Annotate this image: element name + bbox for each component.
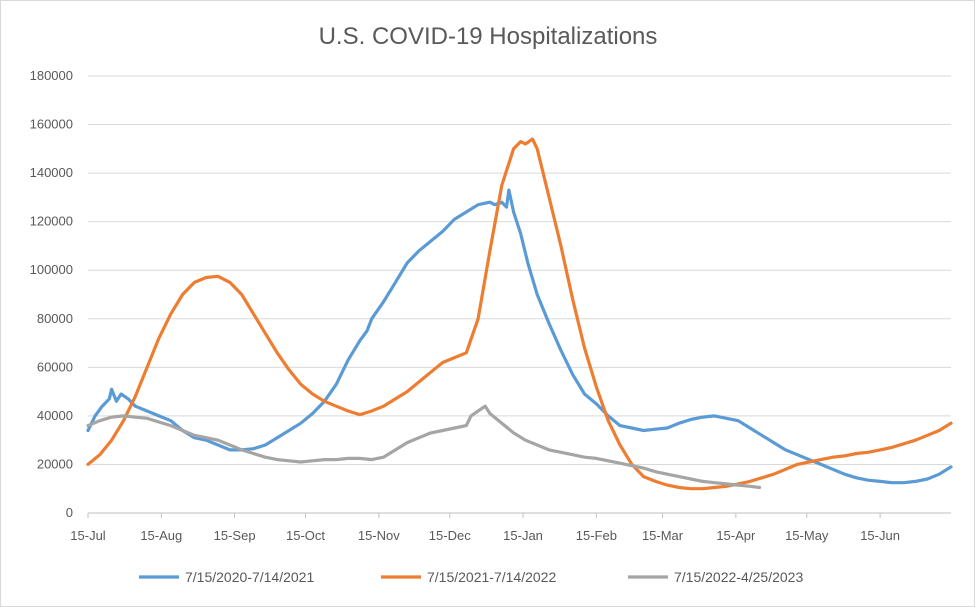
x-tick-label: 15-Mar [642, 528, 684, 543]
y-tick-label: 60000 [37, 359, 73, 374]
y-tick-label: 140000 [30, 165, 73, 180]
y-tick-label: 100000 [30, 262, 73, 277]
x-tick-label: 15-Sep [214, 528, 256, 543]
legend-label-2: 7/15/2021-7/14/2022 [427, 569, 556, 585]
legend: 7/15/2020-7/14/2021 7/15/2021-7/14/2022 7/… [139, 569, 803, 585]
y-tick-label: 180000 [30, 68, 73, 83]
y-tick-label: 0 [66, 505, 73, 520]
x-tick-label: 15-Aug [140, 528, 182, 543]
chart-title: U.S. COVID-19 Hospitalizations [319, 23, 658, 50]
series-line-2 [86, 137, 953, 491]
y-tick-label: 20000 [37, 456, 73, 471]
series-lines [86, 137, 953, 491]
y-tick-label: 80000 [37, 311, 73, 326]
x-tick-label: 15-Feb [576, 528, 617, 543]
y-axis-ticks: 0 20000 40000 60000 80000 100000 120000 140000 1… [30, 68, 73, 520]
x-tick-label: 15-Oct [286, 528, 325, 543]
series-line-3 [86, 404, 762, 490]
x-tick-label: 15-May [785, 528, 829, 543]
y-tick-label: 160000 [30, 117, 73, 132]
x-tick-label: 15-Jul [70, 528, 106, 543]
y-tick-label: 120000 [30, 214, 73, 229]
y-tick-label: 40000 [37, 408, 73, 423]
series-line-1 [86, 188, 953, 485]
x-tick-label: 15-Dec [429, 528, 471, 543]
x-tick-label: 15-Nov [358, 528, 400, 543]
legend-label-3: 7/15/2022-4/25/2023 [674, 569, 803, 585]
legend-label-1: 7/15/2020-7/14/2021 [185, 569, 314, 585]
gridlines [88, 75, 951, 465]
x-tick-label: 15-Jun [860, 528, 900, 543]
x-tick-label: 15-Apr [716, 528, 756, 543]
x-axis-ticks: 15-Jul 15-Aug 15-Sep 15-Oct 15-Nov 15-Dec 15-J… [70, 513, 900, 543]
x-tick-label: 15-Jan [503, 528, 543, 543]
